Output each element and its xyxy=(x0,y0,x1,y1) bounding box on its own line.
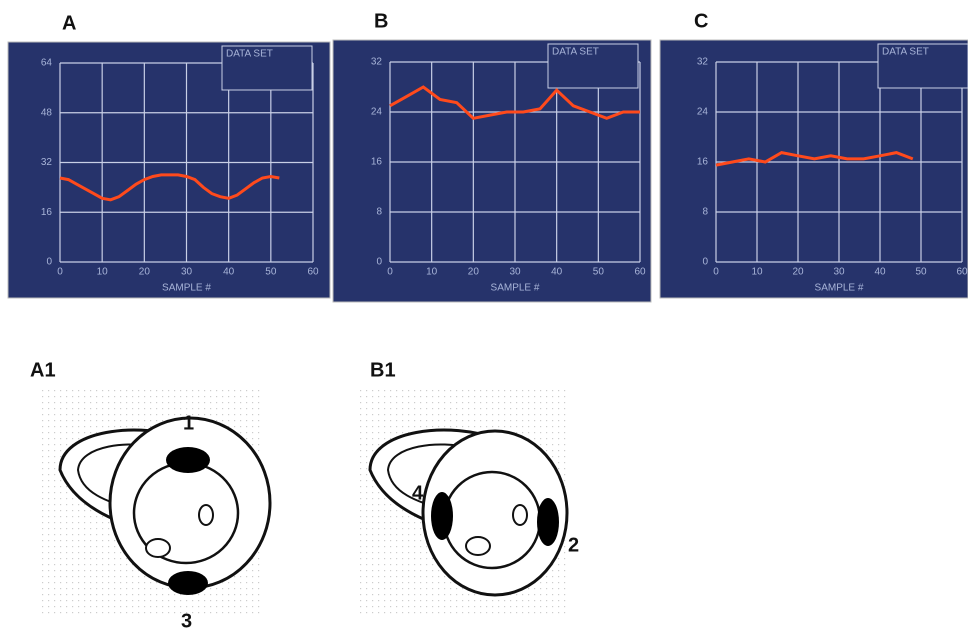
x-tick-label: 0 xyxy=(387,267,393,278)
chart: 0 8 16 24 32 0 10 20 30 40 50 60 SAMPLE # DATA SET xyxy=(660,40,968,298)
panel-label: C xyxy=(694,10,708,32)
y-tick-label: 64 xyxy=(41,58,53,69)
x-tick-label: 30 xyxy=(181,267,193,278)
x-tick-label: 30 xyxy=(509,267,521,278)
x-tick-label: 20 xyxy=(792,267,804,278)
x-tick-label: 20 xyxy=(139,267,151,278)
x-axis-label: SAMPLE # xyxy=(162,283,211,294)
y-tick-label: 8 xyxy=(376,207,382,218)
y-tick-label: 32 xyxy=(697,57,709,68)
chart: 0 8 16 24 32 0 10 20 30 40 50 60 SAMPLE # DATA SET xyxy=(333,40,651,302)
marker-label: 1 xyxy=(183,412,194,434)
y-tick-label: 16 xyxy=(371,157,383,168)
x-tick-label: 50 xyxy=(915,267,927,278)
x-tick-label: 0 xyxy=(713,267,719,278)
y-tick-label: 16 xyxy=(41,207,53,218)
panel-label: B xyxy=(374,10,388,32)
annotation: DATA SET xyxy=(226,49,273,60)
y-tick-label: 24 xyxy=(697,107,709,118)
marker-label: 2 xyxy=(568,534,579,556)
y-tick-label: 32 xyxy=(371,57,383,68)
x-tick-label: 10 xyxy=(97,267,109,278)
x-tick-label: 30 xyxy=(833,267,845,278)
y-tick-label: 0 xyxy=(46,257,52,268)
y-tick-label: 32 xyxy=(41,157,53,168)
x-tick-label: 0 xyxy=(57,267,63,278)
y-tick-label: 8 xyxy=(702,207,708,218)
marker-label: 4 xyxy=(412,482,424,504)
figure: A B C A1 1 3 B1 4 2 0 16 32 48 64 0 10 20 30 40 50… xyxy=(0,0,968,633)
x-tick-label: 40 xyxy=(551,267,563,278)
diagram-label: B1 xyxy=(370,359,396,381)
x-tick-label: 20 xyxy=(468,267,480,278)
x-tick-label: 50 xyxy=(265,267,277,278)
annotation: DATA SET xyxy=(552,47,599,58)
y-tick-label: 0 xyxy=(376,257,382,268)
x-axis-label: SAMPLE # xyxy=(491,283,540,294)
x-tick-label: 40 xyxy=(874,267,886,278)
x-axis-label: SAMPLE # xyxy=(815,283,864,294)
x-tick-label: 50 xyxy=(593,267,605,278)
marker-label: 3 xyxy=(181,610,192,632)
y-tick-label: 48 xyxy=(41,107,53,118)
y-tick-label: 16 xyxy=(697,157,709,168)
x-tick-label: 60 xyxy=(956,267,968,278)
diagram-label: A1 xyxy=(30,359,56,381)
x-tick-label: 10 xyxy=(426,267,438,278)
y-tick-label: 0 xyxy=(702,257,708,268)
annotation: DATA SET xyxy=(882,47,929,58)
x-tick-label: 10 xyxy=(751,267,763,278)
chart: 0 16 32 48 64 0 10 20 30 40 50 60 SAMPLE # DATA SET xyxy=(8,42,330,298)
x-tick-label: 60 xyxy=(307,267,319,278)
y-tick-label: 24 xyxy=(371,107,383,118)
x-tick-label: 60 xyxy=(634,267,646,278)
x-tick-label: 40 xyxy=(223,267,235,278)
panel-label: A xyxy=(62,12,76,34)
